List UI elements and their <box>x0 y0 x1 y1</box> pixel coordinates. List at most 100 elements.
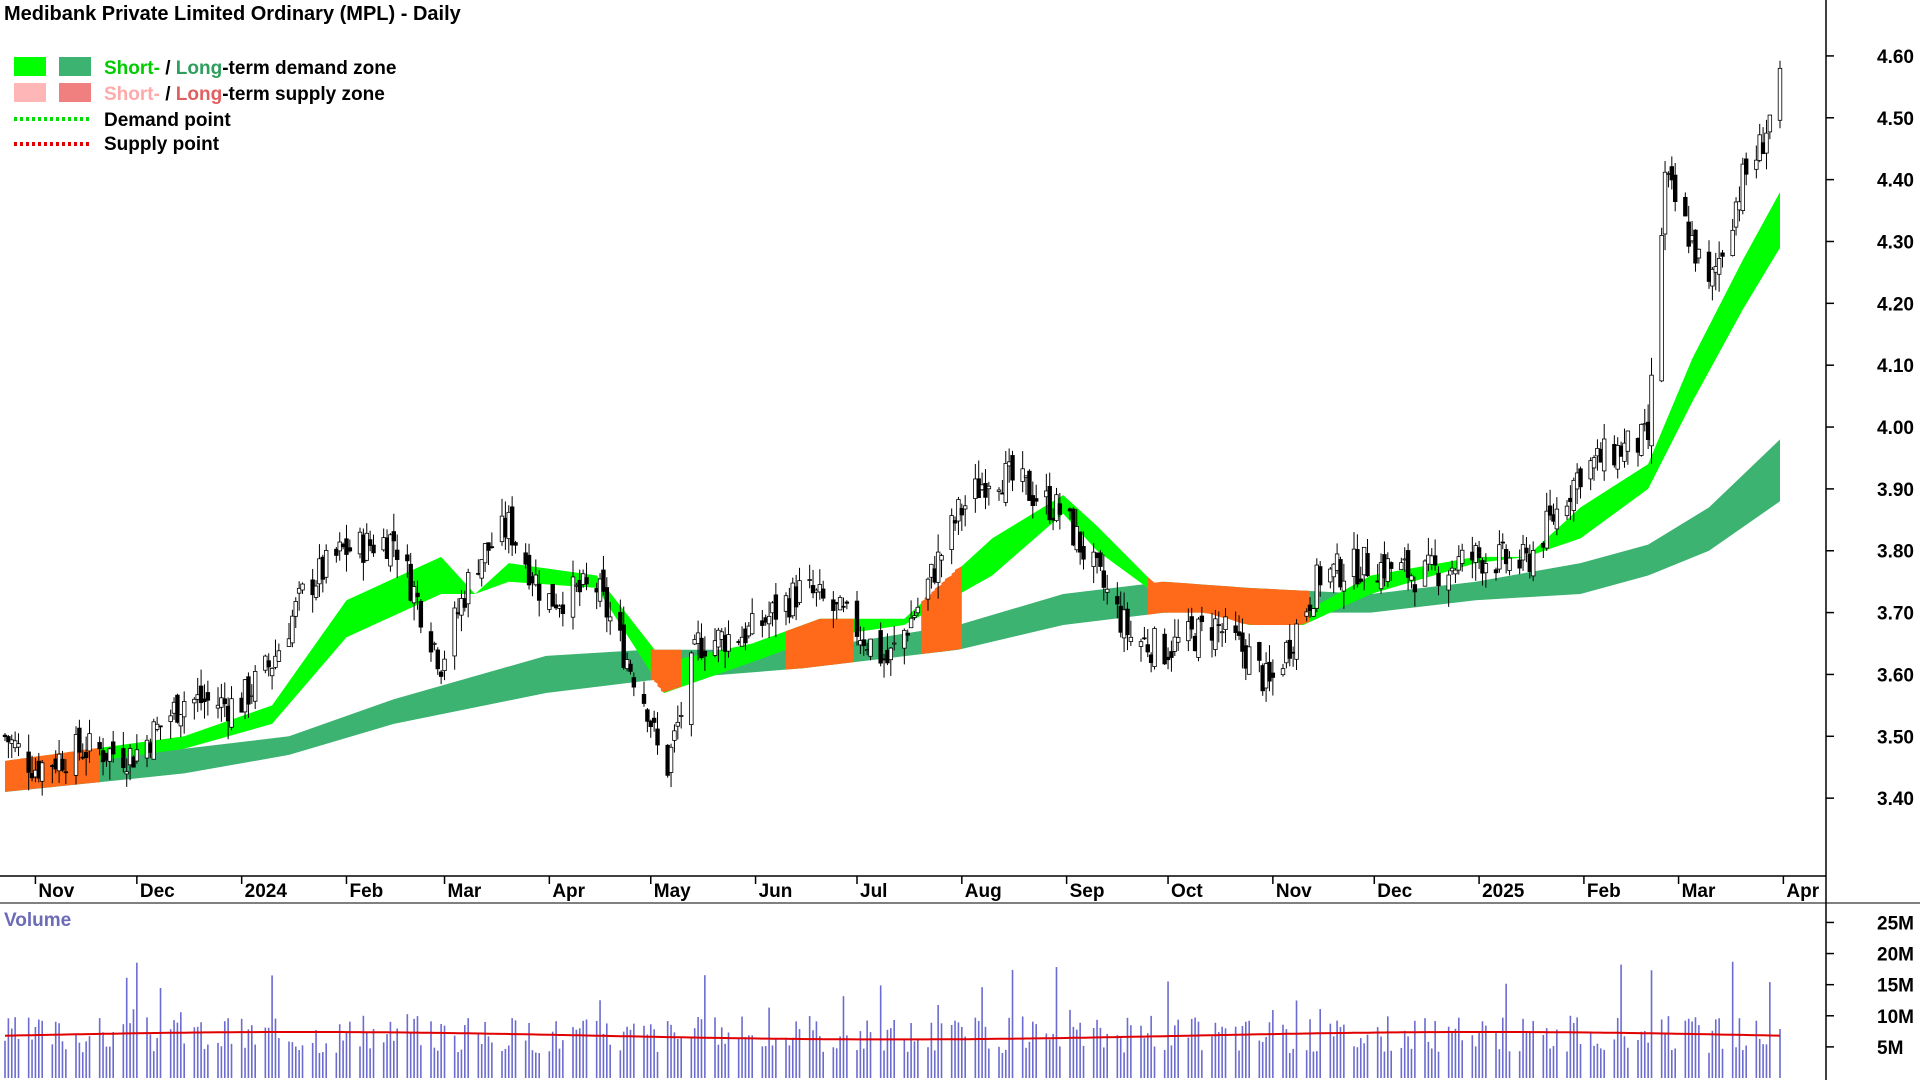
x-tick-label: Oct <box>1171 881 1203 902</box>
candle-body <box>1432 555 1438 566</box>
legend-swatch-long-demand <box>59 57 91 76</box>
candle-body <box>760 620 765 626</box>
candle-body <box>222 698 227 705</box>
candle-body <box>107 748 113 762</box>
x-tick-label: Dec <box>1377 881 1412 902</box>
legend-demand-long: Long <box>176 58 222 79</box>
candle-body <box>1003 463 1008 503</box>
candle-body <box>861 639 866 647</box>
candle-body <box>178 714 184 727</box>
candle-body <box>712 640 718 656</box>
legend-swatch-short-demand <box>14 57 46 76</box>
candle-body <box>1530 550 1536 577</box>
candle-body <box>807 579 812 581</box>
x-tick-label: May <box>654 881 691 902</box>
candle-body <box>1601 438 1607 472</box>
legend: Short- / Long-term demand zone Short- / … <box>14 57 396 155</box>
date-x-axis: Nov Dec 2024 Feb Mar Apr May Jun Jul Aug Sep Oct Nov… <box>34 876 1820 902</box>
candle-body <box>621 624 626 668</box>
candle-body <box>868 638 873 657</box>
candle-body <box>1162 633 1167 665</box>
candle-body <box>854 600 860 637</box>
candle-body <box>513 542 518 546</box>
y-tick-label: 4.10 <box>1877 356 1914 377</box>
candle-body <box>672 730 677 741</box>
candle-body <box>1683 196 1688 217</box>
x-tick-label: Feb <box>349 881 383 902</box>
chart-title: Medibank Private Limited Ordinary (MPL) … <box>4 3 462 25</box>
x-tick-label: Nov <box>1276 881 1312 902</box>
candle-body <box>702 650 708 657</box>
candles <box>2 60 1783 796</box>
x-tick-label: Feb <box>1587 881 1621 902</box>
candle-body <box>1500 541 1505 544</box>
candle-body <box>1233 625 1238 634</box>
candle-body <box>273 655 278 668</box>
candle-body <box>550 584 555 607</box>
candle-body <box>1659 235 1664 382</box>
candle-body <box>83 752 89 759</box>
candle-body <box>604 587 610 618</box>
candle-body <box>1223 616 1228 630</box>
candle-body <box>820 588 826 599</box>
candle-body <box>371 544 376 554</box>
volume-average-line <box>4 1031 1781 1041</box>
candle-body <box>645 709 650 722</box>
candle-body <box>334 548 339 556</box>
candle-body <box>1777 67 1783 121</box>
candle-body <box>912 615 917 618</box>
candle-body <box>1311 608 1316 617</box>
candle-body <box>1591 457 1597 469</box>
candle-body <box>1476 547 1482 559</box>
candle-body <box>1169 651 1174 658</box>
candle-body <box>1267 661 1272 682</box>
candle-body <box>1219 631 1225 634</box>
legend-demand-zone-label: Short- / Long-term demand zone <box>104 58 396 79</box>
candle-body <box>1355 549 1360 585</box>
x-tick-label: Sep <box>1070 881 1105 902</box>
candle-body <box>1507 557 1512 571</box>
candle-body <box>39 762 45 782</box>
candle-body <box>1764 132 1769 154</box>
legend-supply-long: Long <box>176 84 222 105</box>
candle-body <box>192 698 197 704</box>
x-tick-label: Jun <box>759 881 793 902</box>
candle-body <box>1294 623 1299 660</box>
candle-body <box>1554 508 1560 530</box>
candle-body <box>1027 470 1032 501</box>
candle-body <box>344 538 349 555</box>
candle-body <box>509 506 515 546</box>
y-tick-label: 3.60 <box>1877 665 1914 686</box>
candle-body <box>1710 268 1715 287</box>
candle-body <box>1544 510 1549 549</box>
candle-body <box>121 748 126 768</box>
x-tick-label: Nov <box>38 881 74 902</box>
candle-body <box>766 615 772 625</box>
candle-body <box>678 714 684 717</box>
volume-y-axis: 25M 20M 15M 10M 5M <box>1826 913 1914 1059</box>
candle-body <box>323 550 329 578</box>
candle-body <box>915 606 921 614</box>
candle-body <box>773 594 779 620</box>
candle-body <box>1280 668 1286 676</box>
x-tick-label: Jul <box>860 881 887 902</box>
candle-body <box>1145 644 1150 653</box>
candle-body <box>1142 637 1147 640</box>
legend-supply-sep: / <box>160 84 176 105</box>
candle-body <box>1081 546 1086 560</box>
candle-body <box>1098 552 1103 567</box>
candle-body <box>797 580 802 603</box>
candle-body <box>726 634 731 652</box>
y-tick-label: 3.70 <box>1877 604 1914 625</box>
candle-body <box>983 482 988 498</box>
x-tick-label: Mar <box>448 881 482 902</box>
candle-body <box>810 585 816 594</box>
candle-body <box>364 532 369 561</box>
candle-body <box>668 746 674 773</box>
candle-body <box>452 607 457 657</box>
candle-body <box>1733 201 1739 228</box>
y-tick-label: 3.90 <box>1877 480 1914 501</box>
candle-body <box>577 580 582 593</box>
candle-body <box>97 742 102 750</box>
